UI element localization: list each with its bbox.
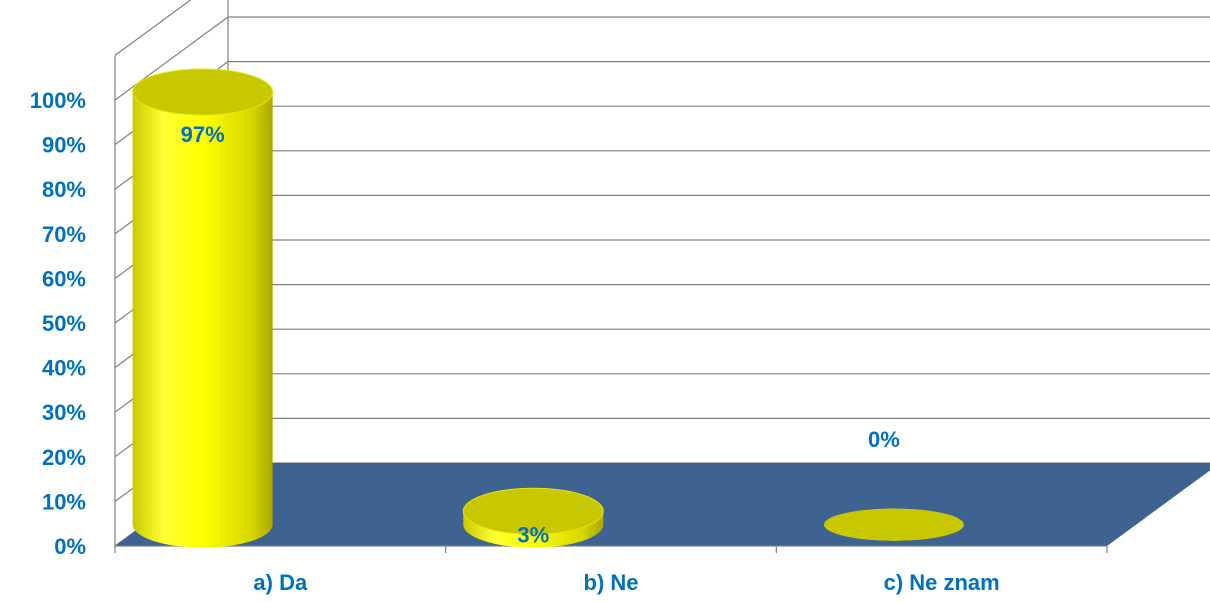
bar-top: [823, 508, 964, 541]
x-axis-categories: a) Da b) Ne c) Ne znam: [253, 570, 999, 595]
y-tick-label: 40%: [42, 356, 86, 381]
data-label: 3%: [517, 523, 549, 548]
side-gridline: [114, 16, 229, 101]
data-label: 0%: [868, 427, 900, 452]
bar-top: [132, 68, 274, 116]
bar-top: [462, 487, 604, 535]
x-category-label: a) Da: [253, 570, 308, 595]
chart-bars: [132, 68, 964, 548]
y-tick-label: 50%: [42, 311, 86, 336]
x-category-label: c) Ne znam: [884, 570, 1000, 595]
y-tick-label: 10%: [42, 489, 86, 514]
y-tick-label: 90%: [42, 133, 86, 158]
data-label: 97%: [181, 122, 225, 147]
side-gridline: [114, 0, 192, 56]
y-tick-label: 70%: [42, 222, 86, 247]
bar-cylinder: [132, 68, 274, 548]
y-axis-ticks: 0% 10% 20% 30% 40% 50% 60% 70% 80% 90% 100%: [30, 88, 86, 559]
y-tick-label: 30%: [42, 400, 86, 425]
y-tick-label: 100%: [30, 88, 86, 113]
bar-cylinder: [462, 487, 604, 548]
data-labels: 97% 3% 0%: [181, 122, 900, 548]
x-category-label: b) Ne: [584, 570, 639, 595]
y-tick-label: 60%: [42, 266, 86, 291]
bar-body: [132, 91, 273, 548]
y-tick-label: 0%: [54, 534, 86, 559]
y-tick-label: 20%: [42, 445, 86, 470]
chart-floor-plane: [115, 463, 1210, 546]
chart-floor: [114, 463, 1210, 553]
bar-cylinder: [823, 508, 964, 541]
y-tick-label: 80%: [42, 177, 86, 202]
